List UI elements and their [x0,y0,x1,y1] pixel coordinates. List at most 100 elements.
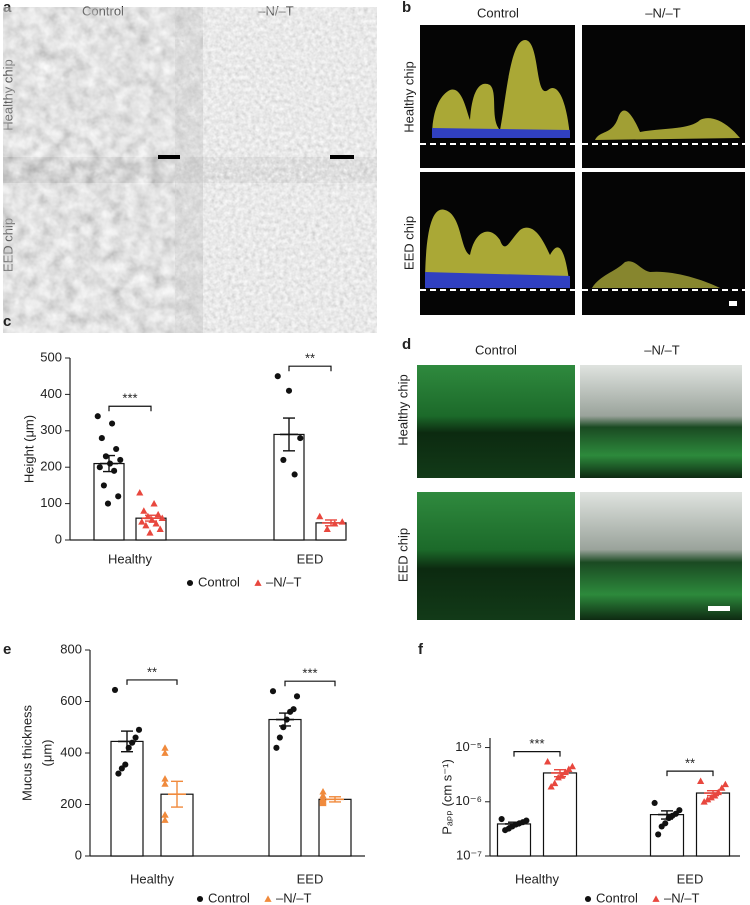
data-point [280,456,287,463]
fluorescence-image [580,365,742,478]
data-point [502,827,509,834]
scale-bar [729,301,737,306]
row-label: Healthy chip [395,374,410,446]
y-axis-label: Mucus thickness [19,704,34,801]
row-label: Healthy chip [0,59,15,131]
data-point [161,816,169,823]
bar [110,740,144,857]
legend-label: –N/–T [276,890,311,905]
data-point [293,693,301,700]
data-point [96,464,103,471]
data-point [319,788,327,795]
significance-bracket [284,680,336,687]
significance-label: *** [122,391,137,406]
data-point [316,512,324,520]
data-point [291,471,298,478]
data-point [568,762,576,770]
data-point [161,811,169,818]
column-label: Control [475,342,517,357]
confocal-image [582,25,745,168]
significance-label: ** [685,756,695,771]
bar [273,433,305,541]
panel-d: d Control –N/–T Healthy chip EED chip [395,336,742,620]
data-point [111,686,119,693]
micrograph [192,22,360,168]
data-point [707,793,715,801]
panel-a: a Control –N/–T Healthy chip EED chip [0,0,360,318]
data-point [254,579,262,586]
data-point [697,777,705,785]
significance-bracket [108,405,152,412]
panel-letter: e [3,641,11,658]
confocal-image [582,172,745,315]
data-point [721,780,729,788]
tissue [425,209,570,288]
row-label: EED chip [0,218,15,272]
data-point [161,780,169,787]
micrograph [192,172,360,318]
y-tick-label: 200 [40,459,62,474]
y-tick-label: 400 [60,744,82,759]
data-point [651,799,658,807]
significance-label: *** [529,736,544,751]
data-point [142,521,150,529]
data-point [323,525,331,532]
data-point [547,783,555,790]
data-point [161,744,169,751]
data-point [109,420,116,427]
data-point [285,387,293,394]
fluorescence-image [417,365,575,478]
data-point [117,456,124,463]
data-point [118,765,125,772]
significance-label: ** [147,664,157,679]
significance-bracket [288,365,332,372]
data-point [718,784,726,791]
data-point [115,493,122,500]
legend-label: –N/–T [266,574,301,589]
fluorescence-image [580,492,742,620]
bar [542,772,578,857]
data-point [94,413,101,420]
x-tick-label: Healthy [130,871,175,886]
data-point [135,726,143,733]
data-point [102,453,109,460]
data-point [544,758,552,765]
data-point [154,510,162,518]
data-point [156,525,164,532]
x-tick-label: EED [297,551,324,566]
data-point [655,831,662,838]
bar [318,798,352,857]
significance-bracket [126,679,178,685]
x-tick-label: Healthy [515,871,560,886]
data-point [152,520,160,527]
y-axis-label: (μm) [39,740,54,767]
data-point [104,500,112,507]
y-tick-label: 300 [40,422,62,437]
column-label: –N/–T [645,5,680,20]
data-point [565,765,573,773]
data-point [704,795,712,803]
data-point [111,467,118,474]
data-point [150,500,158,507]
tissue [592,261,720,288]
data-point [186,579,194,587]
y-tick-label: 0 [75,847,82,862]
scale-bar [158,155,180,159]
data-point [161,749,169,756]
row-label: EED chip [395,528,410,582]
data-point [498,815,505,823]
y-tick-label: 200 [60,796,82,811]
y-tick-label: 600 [60,693,82,708]
panel-letter: d [402,336,411,353]
significance-label: ** [305,351,315,366]
column-label: –N/–T [258,3,293,18]
significance-label: *** [302,666,317,681]
row-label: Healthy chip [401,61,416,133]
data-point [100,482,107,489]
tissue [425,272,570,288]
legend-label: Control [198,574,240,589]
panel-letter: a [3,0,12,16]
data-point [132,734,139,741]
data-point [136,489,144,496]
